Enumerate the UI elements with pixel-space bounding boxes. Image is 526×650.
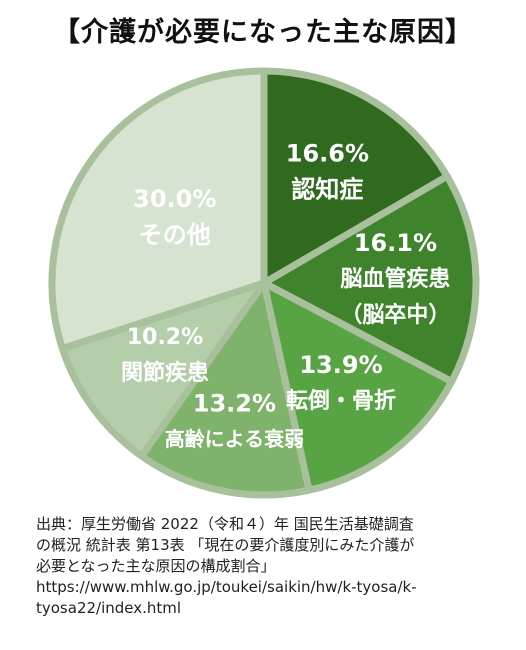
slice-percent-label: 13.2%: [193, 389, 276, 417]
slice-category-label: 高齢による衰弱: [165, 427, 304, 451]
source-citation: 出典：厚生労働省 2022（令和４）年 国民生活基礎調査 の概況 統計表 第13…: [36, 514, 516, 619]
pie-slice: [58, 279, 268, 460]
pie-slice: [260, 279, 456, 494]
source-line: https://www.mhlw.go.jp/toukei/saikin/hw/…: [36, 578, 417, 596]
slice-percent-label: 30.0%: [133, 185, 216, 213]
slice-percent-label: 16.6%: [286, 140, 369, 168]
chart-title: 【介護が必要になった主な原因】: [53, 17, 473, 48]
slice-category-label: （脳卒中）: [340, 302, 450, 328]
pie-slice: [260, 172, 480, 386]
slice-percent-label: 16.1%: [354, 229, 437, 257]
slice-category-label: 認知症: [291, 176, 363, 204]
slice-category-label: 脳血管疾患: [340, 266, 450, 292]
slice-category-label: 関節疾患: [121, 360, 209, 386]
pie-slices: [48, 67, 480, 499]
source-line: tyosa22/index.html: [36, 599, 182, 617]
source-line: の概況 統計表 第13表 「現在の要介護度別にみた介護が: [36, 536, 415, 554]
slice-percent-label: 13.9%: [299, 351, 382, 379]
source-line: 出典：厚生労働省 2022（令和４）年 国民生活基礎調査: [36, 515, 414, 533]
pie-slice: [260, 67, 451, 287]
pie-slice: [48, 67, 268, 353]
slice-percent-label: 10.2%: [127, 325, 203, 350]
source-line: 必要となった主な原因の構成割合」: [36, 557, 276, 575]
slice-category-label: 転倒・骨折: [286, 388, 396, 414]
pie-labels: 16.6% 認知症 16.1% 脳血管疾患 （脳卒中） 13.9% 転倒・骨折 13.2% 高齢…: [121, 140, 450, 451]
slice-category-label: その他: [139, 221, 211, 249]
pie-slice: [138, 279, 313, 499]
pie-chart: 16.6% 認知症 16.1% 脳血管疾患 （脳卒中） 13.9% 転倒・骨折 13.2% 高齢…: [48, 67, 480, 499]
